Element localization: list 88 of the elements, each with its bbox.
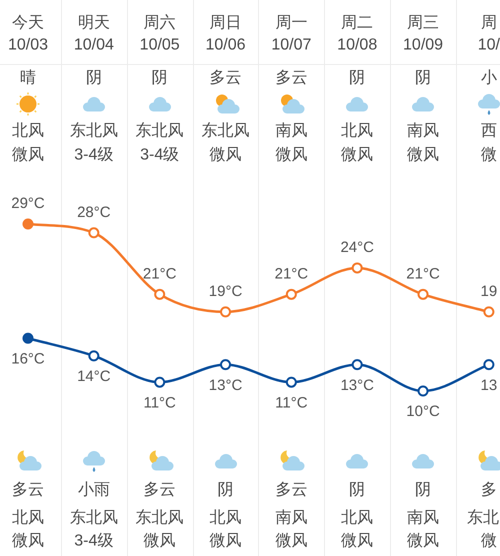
x-tick-label: 周日 10/06 (205, 14, 246, 54)
text: 东北风 (136, 121, 184, 140)
data-label: 28°C (77, 204, 111, 221)
x-tick-label: 周三 10/09 (403, 14, 444, 54)
text: 东北 (467, 508, 499, 526)
text: 微风 (275, 146, 308, 164)
text: 微风 (341, 532, 374, 550)
text: 北风 (12, 508, 44, 526)
text: 微风 (12, 146, 44, 164)
text: 阴 (349, 481, 366, 498)
data-label: 11°C (143, 394, 176, 412)
data-label: 21°C (142, 265, 177, 282)
text: 多 (480, 480, 497, 498)
text: 北风 (341, 508, 374, 526)
text: 微风 (210, 532, 242, 550)
text: 东北风 (70, 508, 118, 526)
point (352, 262, 363, 274)
data-label: 11°C (275, 394, 308, 412)
text: 阴 (349, 69, 366, 86)
text: 微风 (407, 532, 440, 550)
text: 阴 (415, 69, 432, 86)
text: 小雨 (78, 480, 110, 498)
data-label: 19 (480, 283, 498, 300)
text: 3-4级 (74, 146, 114, 164)
point (154, 376, 166, 388)
point (154, 288, 166, 300)
x-tick-label: 周二 10/08 (337, 14, 378, 54)
point (22, 218, 34, 230)
text: 微风 (275, 532, 308, 550)
text: 3-4级 (140, 146, 180, 164)
text: 微风 (144, 532, 176, 550)
text: 东北风 (70, 121, 118, 140)
point (88, 227, 100, 238)
text: 微 (480, 532, 497, 550)
point (352, 359, 363, 370)
data-label: 14°C (77, 368, 111, 385)
data-label: 29°C (11, 195, 45, 212)
text: 南风 (407, 121, 440, 140)
text: 南风 (275, 121, 308, 140)
text: 微风 (210, 146, 242, 164)
text: 东北风 (136, 508, 184, 526)
x-tick-label: 明天 10/04 (74, 14, 114, 54)
text: 3-4级 (74, 532, 114, 550)
point (418, 386, 429, 396)
point (220, 306, 232, 318)
text: 小 (480, 68, 497, 86)
point (286, 376, 297, 388)
data-label: 16°C (11, 350, 45, 368)
text: 微 (480, 146, 497, 164)
text: 北风 (210, 508, 242, 526)
point (88, 350, 100, 362)
data-label: 19°C (208, 283, 242, 300)
x-tick-label: 周六 10/05 (140, 13, 180, 54)
point (483, 359, 494, 370)
text: 阴 (86, 69, 102, 86)
text: 西 (480, 122, 497, 140)
point (418, 288, 429, 300)
text: 晴 (20, 68, 36, 86)
text: 东北风 (202, 121, 250, 140)
point (22, 332, 34, 344)
data-label: 13°C (340, 376, 374, 394)
x-tick-label: 周一 10/07 (271, 14, 312, 54)
text: 多云 (144, 480, 176, 498)
data-label: 13 (480, 376, 498, 394)
data-label: 21°C (406, 265, 440, 282)
data-label: 10°C (406, 403, 440, 420)
text: 微风 (407, 146, 440, 164)
data-label: 24°C (340, 239, 374, 256)
point (220, 359, 232, 370)
text: 阴 (415, 481, 432, 498)
data-label: 21°C (274, 265, 308, 282)
data-label: 13°C (208, 376, 242, 394)
point (286, 288, 297, 300)
text: 北风 (341, 121, 374, 140)
text: 南风 (275, 508, 308, 526)
text: 多云 (12, 480, 44, 498)
text: 多云 (275, 68, 308, 86)
x-tick-label: 周 10/ (478, 14, 500, 54)
text: 阴 (218, 481, 234, 498)
text: 阴 (152, 69, 168, 86)
point (483, 306, 494, 318)
text: 多云 (210, 68, 242, 86)
text: 微风 (341, 146, 374, 164)
text: 微风 (12, 532, 44, 550)
text: 南风 (407, 508, 440, 526)
text: 多云 (275, 480, 308, 498)
x-tick-label: 今天 10/03 (8, 14, 48, 54)
text: 北风 (12, 121, 44, 140)
